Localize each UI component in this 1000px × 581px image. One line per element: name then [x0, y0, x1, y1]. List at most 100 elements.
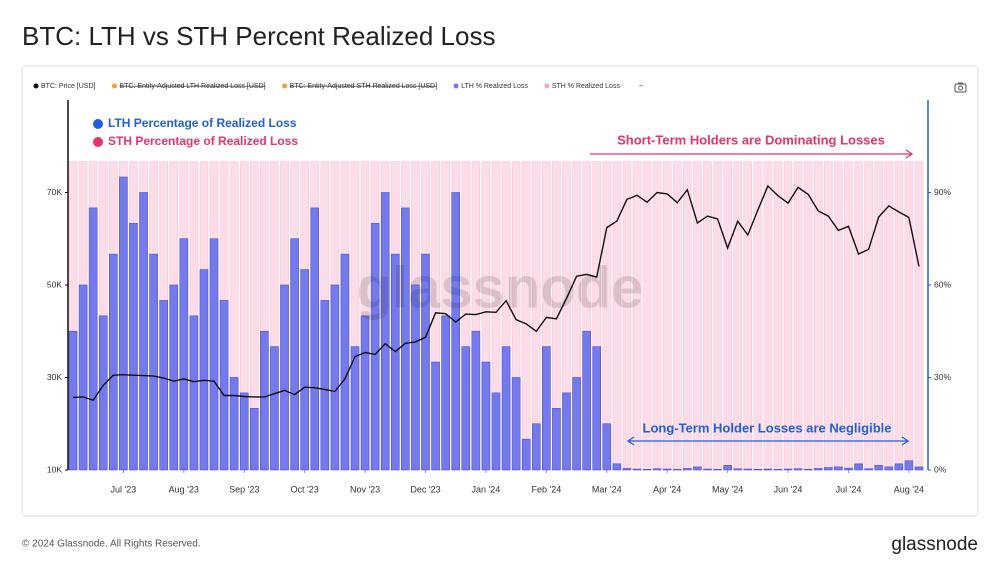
legend-marker [33, 83, 39, 89]
x-tick-label: Jul '24 [836, 484, 862, 494]
bar [844, 467, 853, 471]
bar [904, 161, 914, 462]
bar [270, 161, 279, 347]
chart-title: BTC: LTH vs STH Percent Realized Loss [22, 21, 495, 51]
plot-area: 10K 30K 50K 70K 0% 30% 60% 90% Jul '23 Aug '23 Sep… [47, 161, 951, 494]
bar [119, 161, 128, 178]
x-tick-label: Jul '23 [111, 484, 137, 494]
annotation: Short-Term Holders are Dominating Losses [617, 132, 885, 147]
bar [199, 161, 209, 270]
camera-icon[interactable] [954, 82, 967, 93]
bar [904, 460, 914, 471]
bar [129, 223, 138, 471]
bar [521, 438, 531, 471]
legend-marker [453, 83, 459, 89]
logo: glassnode [891, 534, 978, 555]
annotation: Long-Term Holder Losses are Negligible [643, 420, 892, 435]
bar [380, 161, 390, 193]
bar [370, 223, 380, 471]
bar [159, 300, 168, 471]
bar [562, 392, 571, 471]
bar [531, 423, 541, 471]
bar [401, 207, 410, 471]
bar [179, 238, 189, 471]
bar [249, 161, 259, 409]
y-tick-label: 70K [47, 187, 62, 197]
bar [572, 377, 581, 471]
x-tick-label: Nov '23 [350, 484, 380, 494]
bar [421, 253, 430, 471]
x-tick-label: Jan '24 [472, 484, 501, 494]
bar [642, 469, 652, 471]
x-tick-label: Aug '23 [169, 484, 199, 494]
bar [390, 161, 400, 255]
bar [340, 253, 350, 471]
bar [602, 423, 612, 471]
x-tick-label: Mar '24 [592, 484, 622, 494]
bar [421, 161, 430, 255]
y2-tick-label: 30% [934, 372, 951, 382]
bar [683, 468, 692, 471]
bar [119, 176, 128, 471]
bar [280, 161, 289, 286]
bar [914, 466, 924, 471]
annotation-dot [93, 137, 103, 147]
y2-tick-label: 0% [934, 464, 947, 474]
legend-label: BTC: Entity-Adjusted STH Realized Loss [… [290, 83, 437, 90]
bar [662, 468, 672, 471]
legend-label: LTH % Realized Loss [461, 83, 528, 90]
bar [300, 161, 309, 270]
bar [260, 330, 269, 471]
bar [431, 361, 440, 471]
bar [320, 161, 330, 301]
bar [98, 161, 108, 317]
bar [652, 468, 662, 471]
y2-tick-label: 60% [934, 279, 951, 289]
bar [894, 161, 904, 465]
bar [471, 330, 481, 471]
bar [209, 161, 219, 240]
bar [592, 346, 602, 471]
bar [693, 466, 702, 471]
bar [98, 315, 108, 471]
watermark: glassnode [357, 255, 644, 320]
bar [894, 463, 904, 471]
bar [632, 468, 642, 471]
bar [501, 346, 511, 471]
bar [874, 465, 884, 471]
bar [733, 468, 743, 471]
bar [350, 346, 360, 471]
bar [753, 469, 763, 471]
y-tick-label: 10K [47, 464, 62, 474]
bar [68, 161, 78, 332]
bar [219, 161, 229, 301]
x-tick-label: Jun '24 [774, 484, 803, 494]
annotation-dot [93, 119, 103, 129]
bar [179, 161, 189, 240]
bar [290, 238, 299, 471]
bar [340, 161, 350, 255]
bar [511, 377, 521, 471]
bar [78, 161, 88, 286]
legend-label: BTC: Price [USD] [41, 83, 96, 90]
bar [803, 469, 813, 471]
bar [552, 408, 561, 471]
annotation: LTH Percentage of Realized Loss [108, 116, 297, 130]
bar [824, 467, 833, 471]
bar [330, 161, 340, 286]
bar [461, 346, 471, 471]
bar [108, 253, 118, 471]
bar [330, 284, 340, 471]
bar [239, 392, 249, 471]
bar [914, 161, 924, 468]
y2-tick-label: 90% [934, 187, 951, 197]
bar [723, 465, 732, 471]
bar [703, 468, 712, 471]
bar [270, 346, 279, 471]
bar [491, 392, 501, 471]
x-tick-label: Sep '23 [229, 484, 259, 494]
x-tick-label: Oct '23 [291, 484, 319, 494]
bar [441, 315, 450, 471]
bar [169, 161, 179, 286]
